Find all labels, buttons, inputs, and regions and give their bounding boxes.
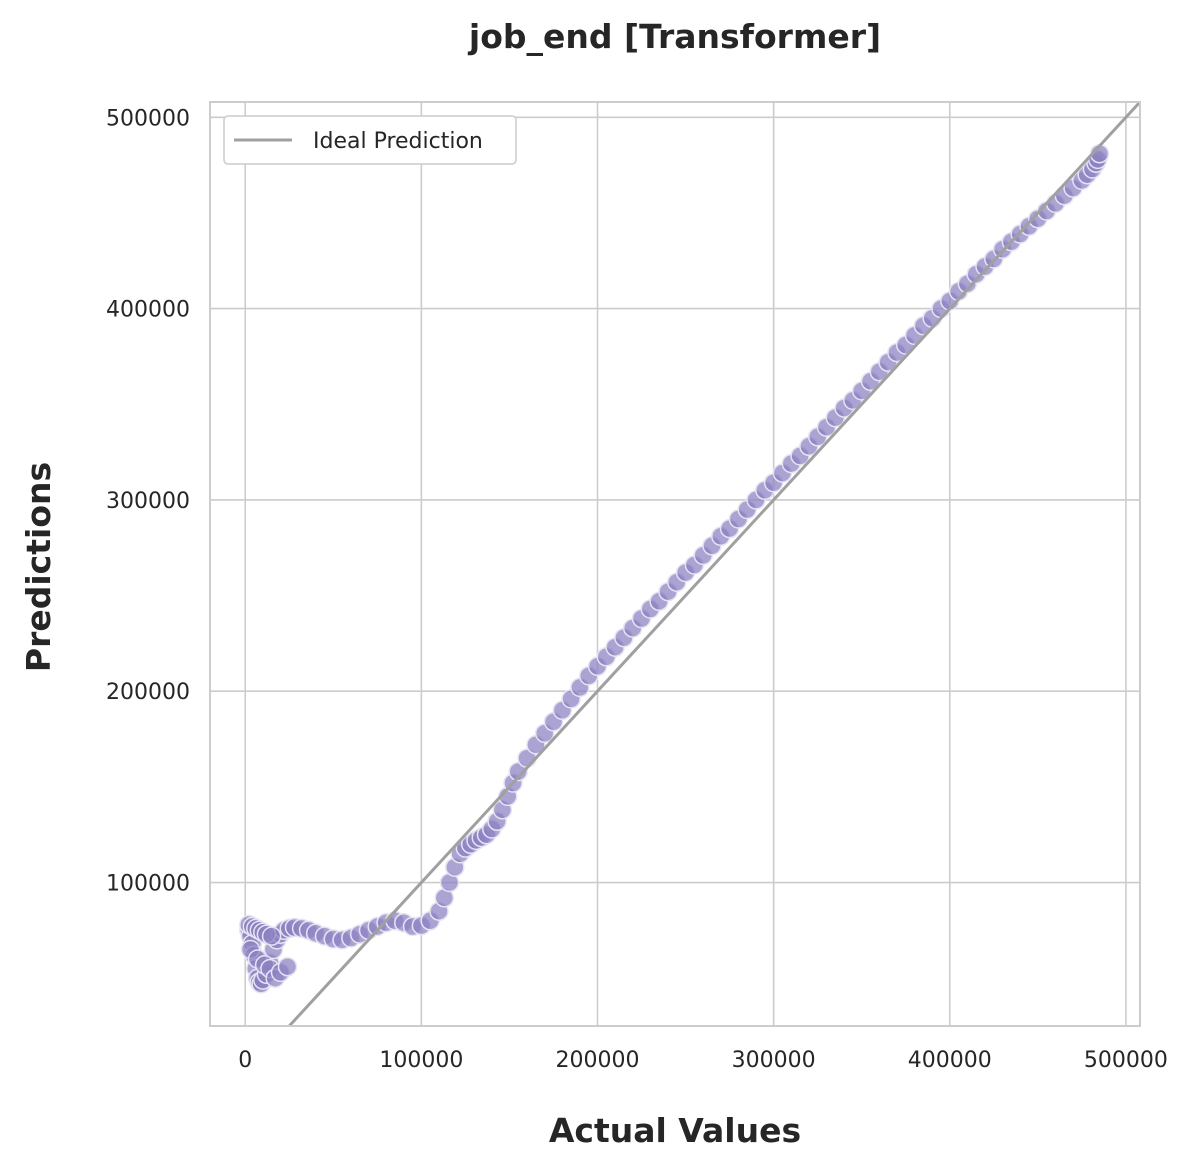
data-point bbox=[277, 956, 298, 977]
y-axis-label: Predictions bbox=[19, 462, 58, 672]
data-points bbox=[239, 143, 1110, 994]
x-axis-ticks: 0 100000 200000 300000 400000 500000 bbox=[238, 1048, 1168, 1073]
ideal-prediction-line bbox=[288, 100, 1142, 1028]
x-axis-label: Actual Values bbox=[549, 1111, 801, 1150]
chart-title: job_end [Transformer] bbox=[467, 17, 881, 56]
x-tick-label: 500000 bbox=[1084, 1048, 1168, 1073]
x-tick-label: 300000 bbox=[732, 1048, 816, 1073]
y-tick-label: 200000 bbox=[106, 680, 190, 705]
legend-box bbox=[223, 115, 517, 165]
x-tick-label: 100000 bbox=[379, 1048, 463, 1073]
plot-frame bbox=[209, 101, 1141, 1027]
x-tick-label: 400000 bbox=[908, 1048, 992, 1073]
data-point bbox=[508, 761, 528, 782]
y-tick-label: 300000 bbox=[106, 489, 190, 514]
legend-ideal-label: Ideal Prediction bbox=[313, 129, 483, 154]
y-tick-label: 500000 bbox=[106, 106, 190, 131]
y-axis-ticks: 100000 200000 300000 400000 500000 bbox=[106, 106, 190, 896]
y-tick-label: 100000 bbox=[106, 872, 190, 897]
y-tick-label: 400000 bbox=[106, 298, 190, 323]
x-tick-label: 200000 bbox=[556, 1048, 640, 1073]
x-tick-label: 0 bbox=[238, 1048, 252, 1073]
legend: Ideal Prediction bbox=[223, 115, 517, 165]
ideal-line-layer bbox=[288, 100, 1142, 1028]
data-point bbox=[261, 926, 282, 946]
